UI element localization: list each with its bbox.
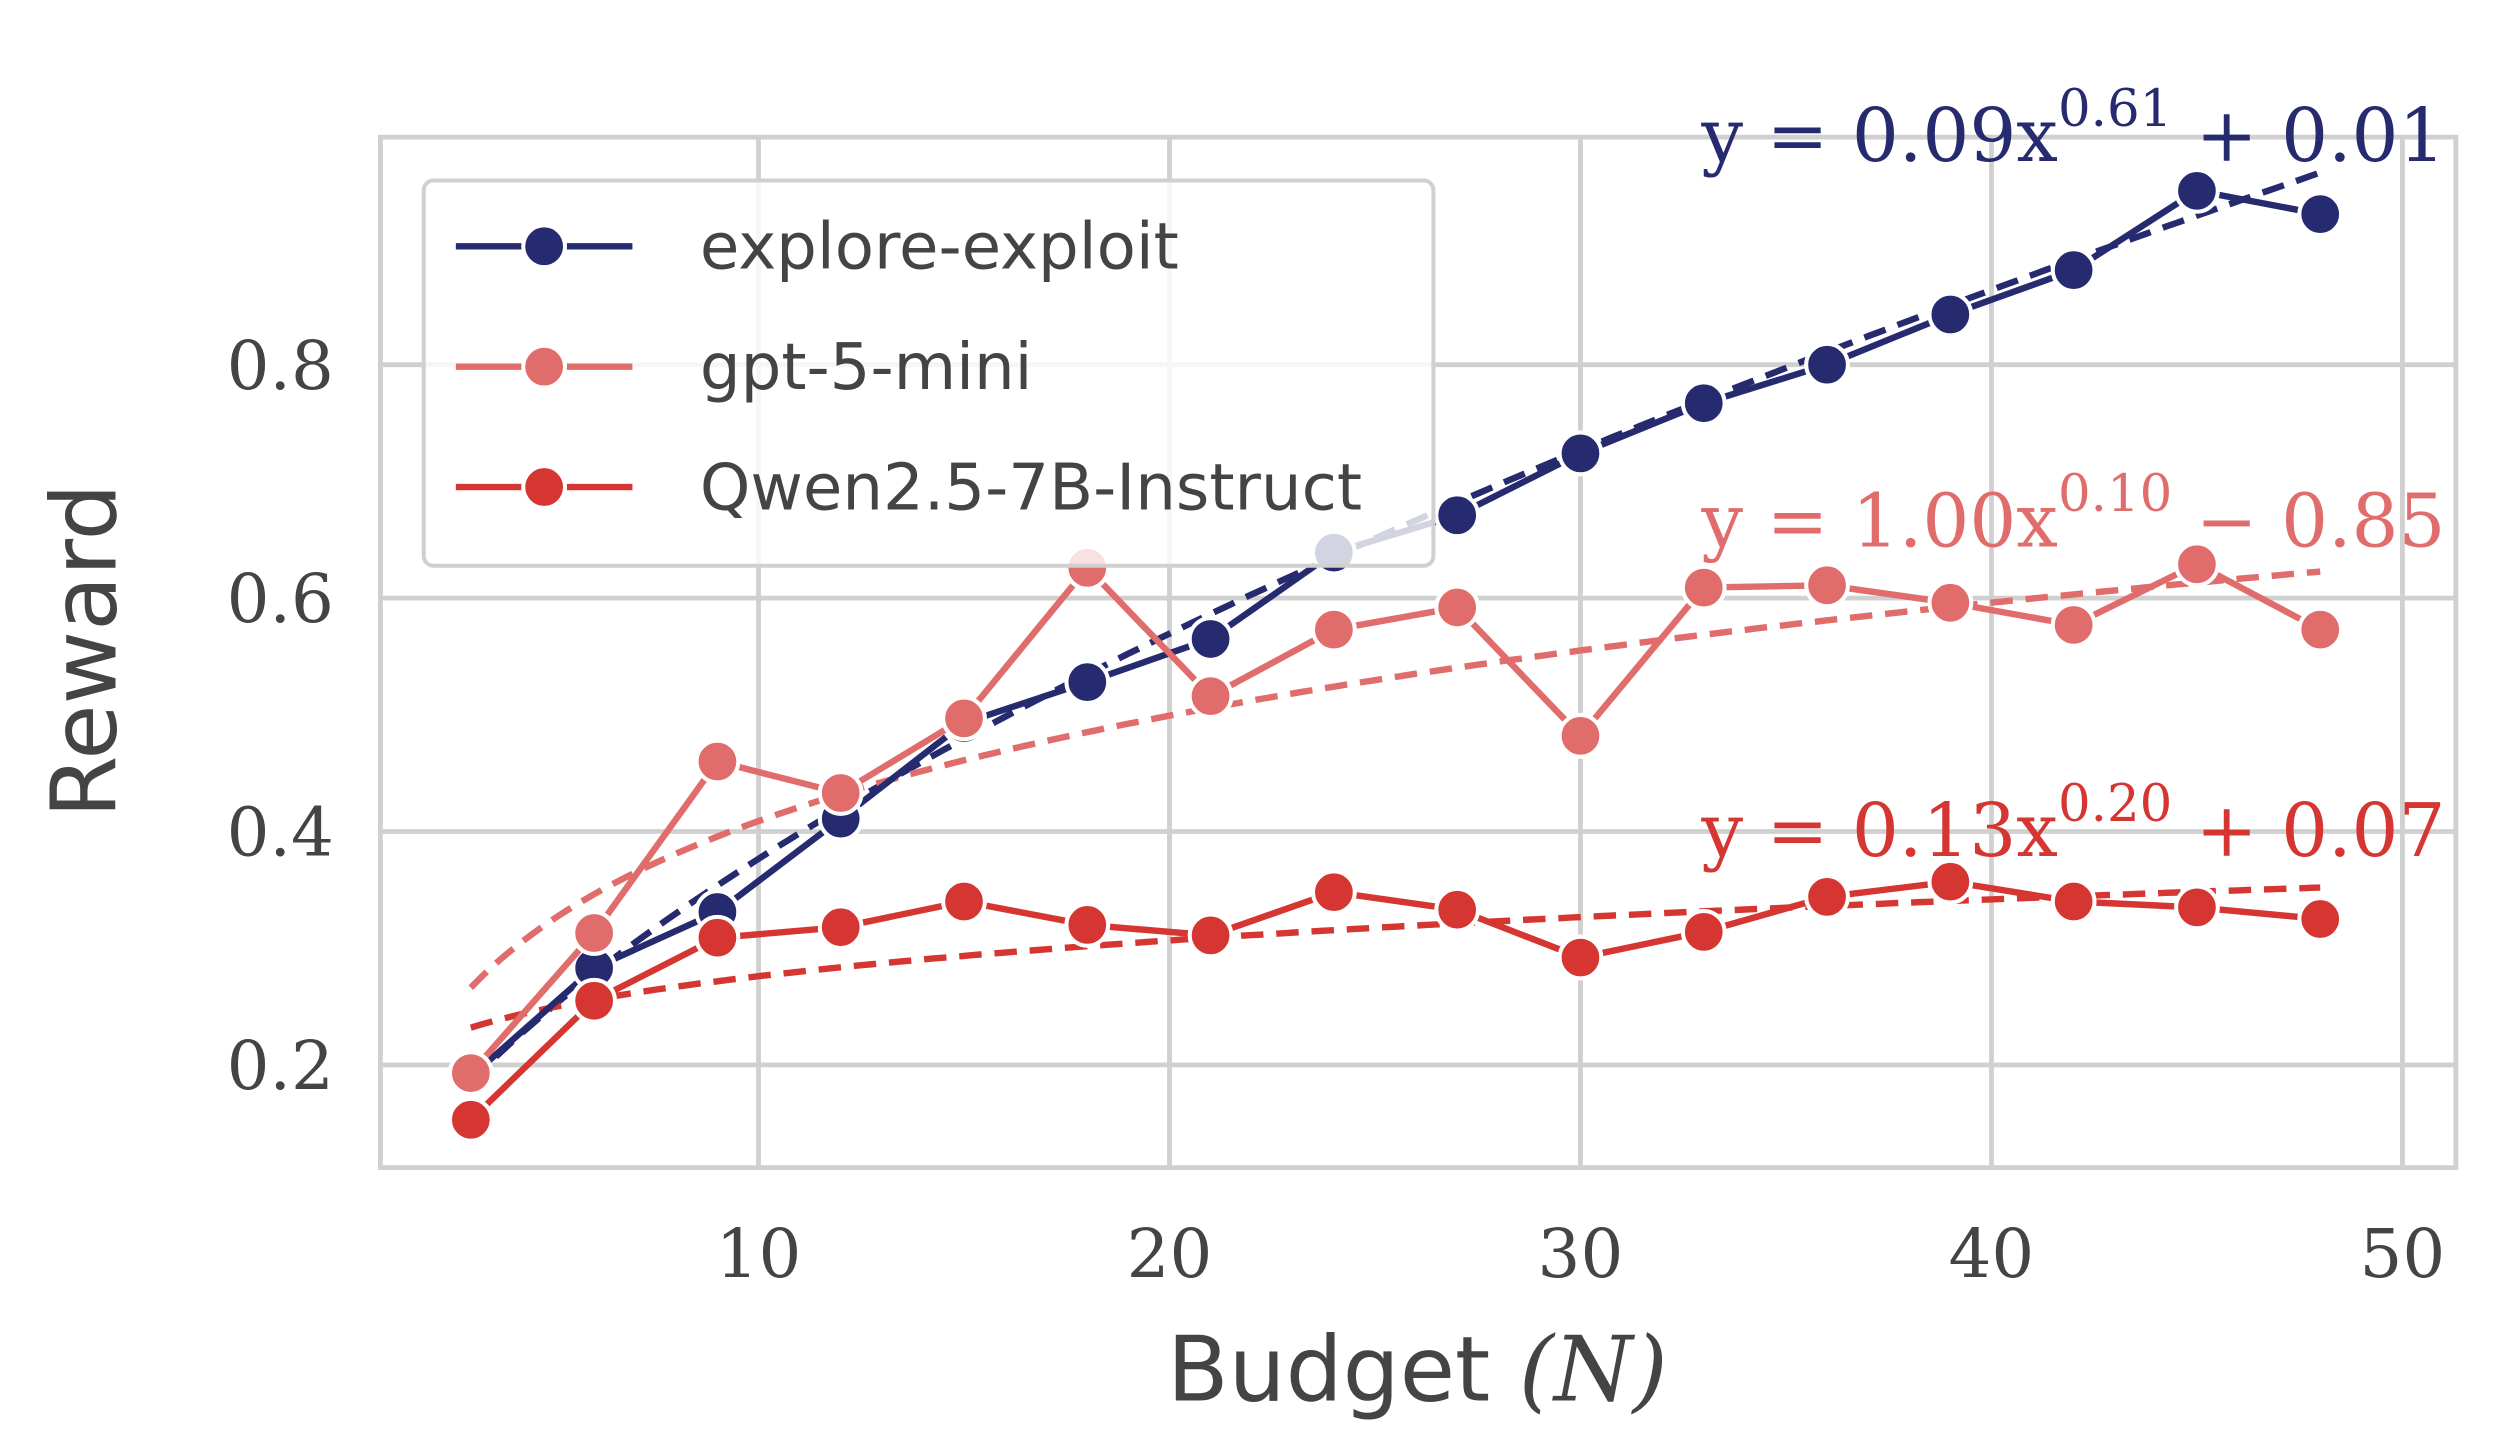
legend-marker bbox=[521, 464, 568, 510]
x-tick-label: 40 bbox=[1949, 1214, 2035, 1293]
y-tick-label: 0.2 bbox=[227, 1026, 334, 1105]
y-axis-label: Reward bbox=[34, 483, 138, 818]
data-point bbox=[1434, 492, 1481, 539]
data-point bbox=[1064, 902, 1111, 948]
data-point bbox=[817, 904, 864, 951]
series-line-gpt-5-mini bbox=[468, 560, 2322, 1076]
legend-label: gpt-5-mini bbox=[700, 330, 1033, 405]
data-point bbox=[1064, 659, 1111, 706]
data-point bbox=[1927, 858, 1974, 905]
data-point bbox=[1804, 341, 1850, 388]
data-point bbox=[1187, 673, 1234, 720]
data-point bbox=[2297, 606, 2344, 653]
fit-curves bbox=[468, 169, 2322, 1084]
data-point bbox=[571, 910, 617, 956]
data-point bbox=[2050, 247, 2097, 294]
data-point bbox=[2050, 602, 2097, 648]
data-point bbox=[1311, 606, 1357, 653]
data-point bbox=[2297, 896, 2344, 942]
fit-equations: y = 0.09x0.61 + 0.01 y = 1.00x0.10 − 0.85… bbox=[1700, 79, 2445, 874]
data-point bbox=[694, 914, 741, 961]
data-point bbox=[2297, 191, 2344, 238]
legend: explore-exploit gpt-5-mini Qwen2.5-7B-Inst… bbox=[421, 178, 1436, 568]
data-point bbox=[447, 1050, 494, 1096]
legend-label: explore-exploit bbox=[700, 210, 1179, 285]
fit-equation: y = 1.00x0.10 − 0.85 bbox=[1700, 464, 2445, 564]
fit-curve-2 bbox=[469, 884, 2321, 1031]
data-point bbox=[817, 770, 864, 816]
data-point bbox=[694, 738, 741, 785]
data-point bbox=[2174, 167, 2220, 214]
x-tick-label: 20 bbox=[1127, 1214, 1213, 1293]
data-point bbox=[1557, 430, 1604, 477]
y-tick-label: 0.4 bbox=[227, 793, 334, 872]
legend-label: Qwen2.5-7B-Instruct bbox=[700, 451, 1362, 526]
data-point bbox=[1557, 712, 1604, 759]
data-point bbox=[447, 1096, 494, 1143]
legend-marker bbox=[521, 343, 568, 390]
series-lines bbox=[447, 167, 2344, 1143]
x-axis-label: Budget (N) bbox=[1167, 1318, 1668, 1422]
plot-frame bbox=[378, 134, 2459, 1171]
tick-labels: 10 20 30 40 50 0.2 0.4 0.6 0.8 bbox=[227, 326, 2446, 1293]
x-tick-label: 50 bbox=[2360, 1214, 2446, 1293]
data-point bbox=[1434, 886, 1481, 933]
data-point bbox=[1311, 869, 1357, 916]
legend-marker bbox=[521, 223, 568, 270]
data-point bbox=[2174, 884, 2220, 931]
fit-equation: y = 0.09x0.61 + 0.01 bbox=[1700, 79, 2445, 179]
data-point bbox=[941, 695, 987, 742]
fit-curve-0 bbox=[468, 169, 2322, 1084]
data-point bbox=[571, 977, 617, 1024]
x-tick-label: 10 bbox=[716, 1214, 802, 1293]
data-point bbox=[1187, 616, 1234, 662]
data-point bbox=[1927, 579, 1974, 626]
fit-curve-1 bbox=[468, 568, 2321, 990]
data-point bbox=[1187, 912, 1234, 959]
data-point bbox=[941, 878, 987, 925]
legend-box bbox=[421, 178, 1436, 568]
y-tick-label: 0.8 bbox=[227, 326, 334, 405]
data-point bbox=[1680, 380, 1727, 427]
data-point bbox=[1804, 562, 1850, 609]
data-point bbox=[1557, 934, 1604, 981]
data-point bbox=[1434, 584, 1481, 631]
series-line-Qwen2.5-7B-Instruct bbox=[468, 878, 2321, 1123]
data-point bbox=[1680, 909, 1727, 955]
y-tick-label: 0.6 bbox=[227, 559, 334, 638]
fit-equation: y = 0.13x0.20 + 0.07 bbox=[1700, 774, 2445, 874]
x-tick-label: 30 bbox=[1538, 1214, 1624, 1293]
data-point bbox=[1680, 564, 1727, 611]
data-point bbox=[1927, 291, 1974, 338]
data-point bbox=[2050, 878, 2097, 925]
data-point bbox=[2174, 541, 2220, 588]
data-point bbox=[1804, 873, 1850, 920]
